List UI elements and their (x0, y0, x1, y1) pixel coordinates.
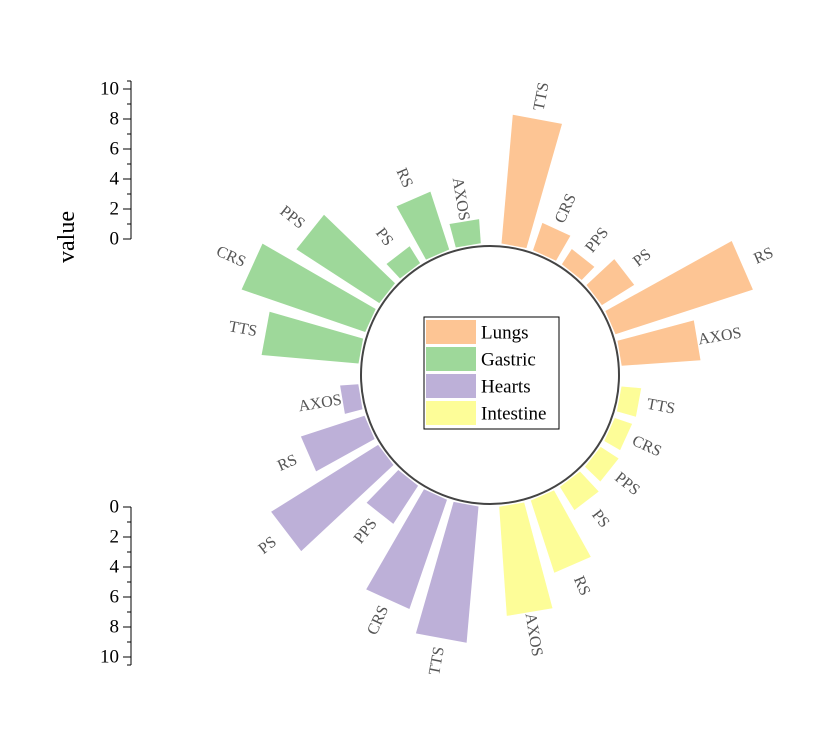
legend-swatch-hearts (426, 374, 476, 398)
value-axis-bottom: 0 2 4 6 8 10 (100, 497, 132, 668)
bar-label-intestine-rs: RS (570, 574, 593, 599)
bar-label-hearts-tts: TTS (426, 645, 448, 676)
top-tick-label: 0 (110, 229, 120, 250)
bar-intestine-ps (559, 471, 599, 511)
bar-label-intestine-ps: PS (588, 507, 612, 531)
bar-label-hearts-axos: AXOS (297, 391, 343, 415)
bar-hearts-pps (366, 470, 419, 524)
bar-label-lungs-crs: CRS (552, 191, 580, 226)
bar-gastric-tts (261, 311, 364, 364)
bottom-tick-label: 0 (110, 497, 120, 518)
bar-label-lungs-ps: PS (630, 246, 654, 270)
bar-label-intestine-tts: TTS (645, 396, 676, 418)
bar-lungs-rs (605, 241, 753, 335)
bar-gastric-axos (449, 219, 481, 248)
bar-label-intestine-crs: CRS (629, 432, 664, 460)
bar-label-gastric-rs: RS (393, 166, 416, 191)
bar-label-hearts-ps: PS (255, 533, 279, 557)
bar-gastric-crs (241, 243, 376, 332)
bar-hearts-ps (271, 444, 394, 552)
bar-label-hearts-rs: RS (275, 451, 300, 474)
bar-label-hearts-crs: CRS (364, 603, 392, 638)
bottom-tick-label: 10 (100, 647, 119, 668)
bar-gastric-pps (296, 214, 395, 304)
bar-lungs-crs (533, 222, 571, 261)
top-tick-label: 6 (110, 139, 120, 160)
bar-lungs-ps (586, 259, 635, 306)
bar-lungs-pps (561, 249, 595, 280)
bar-intestine-tts (616, 386, 642, 417)
y-axis-title: value (54, 211, 80, 263)
bar-label-gastric-crs: CRS (214, 243, 249, 271)
bottom-tick-label: 8 (110, 617, 120, 638)
legend-label-hearts: Hearts (481, 377, 531, 398)
bar-gastric-rs (396, 191, 450, 260)
bar-label-hearts-pps: PPS (351, 515, 381, 546)
bar-intestine-pps (585, 446, 619, 482)
bar-hearts-rs (300, 415, 375, 472)
bar-label-lungs-axos: AXOS (697, 325, 743, 349)
legend-label-gastric: Gastric (481, 350, 536, 371)
bar-intestine-rs (530, 490, 591, 573)
legend-swatch-lungs (426, 320, 476, 344)
bar-label-intestine-axos: AXOS (522, 612, 546, 658)
legend-label-lungs: Lungs (481, 323, 529, 344)
value-axis-top: 0 2 4 6 8 10 (100, 79, 132, 250)
top-tick-label: 10 (100, 79, 119, 100)
legend: Lungs Gastric Hearts Intestine (423, 316, 560, 430)
legend-swatch-gastric (426, 347, 476, 371)
bar-label-lungs-pps: PPS (582, 224, 612, 255)
top-tick-label: 2 (110, 199, 120, 220)
bar-label-intestine-pps: PPS (611, 469, 642, 499)
bar-label-gastric-pps: PPS (276, 203, 307, 233)
bar-lungs-axos (617, 320, 701, 366)
legend-label-intestine: Intestine (481, 404, 546, 425)
top-tick-label: 4 (110, 169, 120, 190)
legend-swatch-intestine (426, 401, 476, 425)
bar-intestine-axos (499, 502, 553, 616)
inner-circle (360, 245, 620, 505)
bar-label-gastric-axos: AXOS (449, 176, 473, 222)
bottom-tick-label: 2 (110, 527, 120, 548)
bar-label-lungs-rs: RS (751, 244, 776, 267)
bar-intestine-crs (604, 418, 633, 451)
bar-label-gastric-ps: PS (372, 225, 396, 249)
bottom-tick-label: 6 (110, 587, 120, 608)
bottom-tick-label: 4 (110, 557, 120, 578)
bar-hearts-axos (340, 384, 363, 414)
bar-hearts-crs (366, 489, 447, 609)
bar-gastric-ps (386, 246, 421, 279)
bar-hearts-tts (415, 501, 479, 643)
top-tick-label: 8 (110, 109, 120, 130)
bar-label-gastric-tts: TTS (227, 318, 258, 340)
bar-lungs-tts (501, 114, 562, 249)
bar-label-lungs-tts: TTS (531, 81, 553, 112)
